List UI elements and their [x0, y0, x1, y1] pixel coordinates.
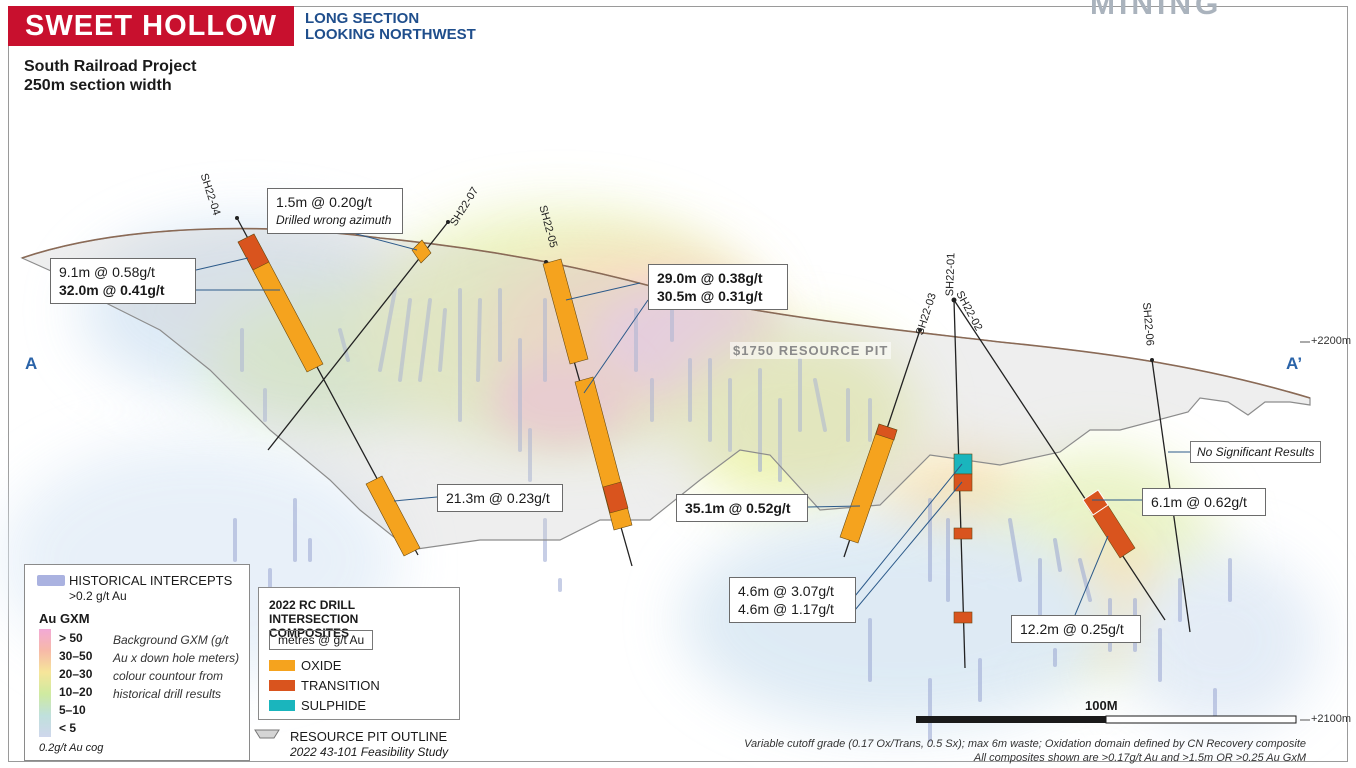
subtitle-line1: LONG SECTION: [305, 10, 420, 27]
rc-composites-legend: 2022 RC DRILL INTERSECTION COMPOSITES me…: [258, 587, 460, 720]
rc-legend-unit: metres @ g/t Au: [269, 630, 374, 650]
historical-intercept-swatch: [37, 575, 65, 586]
brand-logo-partial: MINING: [1090, 0, 1223, 21]
footer-note-2: All composites shown are >0.17g/t Au and…: [973, 752, 1306, 764]
hole-label-sh22-01: SH22-01: [944, 252, 958, 297]
gxm-class: < 5: [59, 721, 77, 735]
section-subtitle: LONG SECTION LOOKING NORTHWEST: [305, 11, 476, 43]
scale-label: 100M: [1085, 698, 1118, 713]
label-sh22-07: 1.5m @ 0.20g/t Drilled wrong azimuth: [267, 188, 403, 234]
scale-bar: [916, 715, 1297, 724]
leader-lines: [195, 226, 1190, 616]
figure-frame: [8, 6, 1348, 762]
rc-legend-title: 2022 RC DRILL INTERSECTION COMPOSITES: [269, 598, 359, 640]
gxm-class: > 50: [59, 631, 83, 645]
intercept-value: 21.3m @ 0.23g/t: [446, 490, 550, 506]
intercept-value: 32.0m @ 0.41g/t: [59, 282, 165, 298]
intercept-value: 9.1m @ 0.58g/t: [59, 264, 155, 280]
pit-outline-swatch: [254, 729, 280, 739]
intercept-value: 4.6m @ 1.17g/t: [738, 601, 834, 617]
historical-intercepts: [233, 288, 1232, 742]
label-sh22-02-upper: 6.1m @ 0.62g/t: [1142, 488, 1266, 516]
section-width: 250m section width: [24, 77, 172, 94]
gxm-colour-ramp: [39, 629, 51, 737]
sulphide-swatch: [269, 700, 295, 711]
cutoff-grade-note: 0.2g/t Au cog: [39, 742, 104, 754]
elevation-2100: +2100m: [1311, 713, 1352, 725]
pit-outline-label: RESOURCE PIT OUTLINE: [290, 729, 448, 744]
gxm-description: Background GXM (g/t Au x down hole meter…: [113, 633, 240, 701]
footer-note-1: Variable cutoff grade (0.17 Ox/Trans, 0.…: [744, 738, 1306, 750]
section-end-letter: A’: [1286, 354, 1303, 373]
subtitle-line2: LOOKING NORTHWEST: [305, 26, 476, 43]
intercept-value: 29.0m @ 0.38g/t: [657, 270, 763, 286]
gxm-class: 20–30: [59, 667, 93, 681]
historical-intercepts-title: HISTORICAL INTERCEPTS: [69, 573, 233, 588]
gxm-title: Au GXM: [39, 611, 90, 626]
pit-outline-sub: 2022 43-101 Feasibility Study: [290, 745, 449, 759]
deposit-title: SWEET HOLLOW: [8, 6, 294, 46]
project-name: South Railroad Project: [24, 58, 197, 75]
sulphide-label: SULPHIDE: [301, 698, 367, 713]
gxm-class: 5–10: [59, 703, 86, 717]
label-sh22-03: 35.1m @ 0.52g/t: [676, 494, 808, 522]
historical-intercepts-sub: >0.2 g/t Au: [69, 589, 127, 603]
intercept-value: 6.1m @ 0.62g/t: [1151, 494, 1247, 510]
gxm-class: 30–50: [59, 649, 93, 663]
intercept-value: 1.5m @ 0.20g/t: [276, 194, 372, 210]
intercept-value: 12.2m @ 0.25g/t: [1020, 621, 1124, 637]
composite-bars: [237, 233, 1136, 624]
transition-label: TRANSITION: [301, 678, 380, 693]
section-start-letter: A: [25, 354, 38, 373]
label-sh22-02-lower: 12.2m @ 0.25g/t: [1011, 615, 1141, 643]
label-sh22-04-lower: 21.3m @ 0.23g/t: [437, 484, 563, 512]
gxm-classes: > 50 30–50 20–30 10–20 5–10 < 5: [59, 629, 92, 737]
elevation-2200: +2200m: [1311, 335, 1352, 347]
oxide-swatch: [269, 660, 295, 671]
project-info: South Railroad Project 250m section widt…: [24, 57, 196, 95]
transition-swatch: [269, 680, 295, 691]
intercept-value: 30.5m @ 0.31g/t: [657, 288, 763, 304]
label-sh22-01: 4.6m @ 3.07g/t 4.6m @ 1.17g/t: [729, 577, 856, 623]
historical-legend: HISTORICAL INTERCEPTS >0.2 g/t Au Au GXM…: [24, 564, 250, 761]
resource-pit-label: $1750 RESOURCE PIT: [730, 342, 892, 359]
gxm-class: 10–20: [59, 685, 93, 699]
intercept-value: 4.6m @ 3.07g/t: [738, 583, 834, 599]
label-sh22-04-upper: 9.1m @ 0.58g/t 32.0m @ 0.41g/t: [50, 258, 196, 304]
intercept-value: 35.1m @ 0.52g/t: [685, 500, 791, 516]
label-sh22-05: 29.0m @ 0.38g/t 30.5m @ 0.31g/t: [648, 264, 788, 310]
intercept-note: Drilled wrong azimuth: [276, 213, 392, 227]
no-significant-results-label: No Significant Results: [1190, 441, 1322, 463]
oxide-label: OXIDE: [301, 658, 342, 673]
